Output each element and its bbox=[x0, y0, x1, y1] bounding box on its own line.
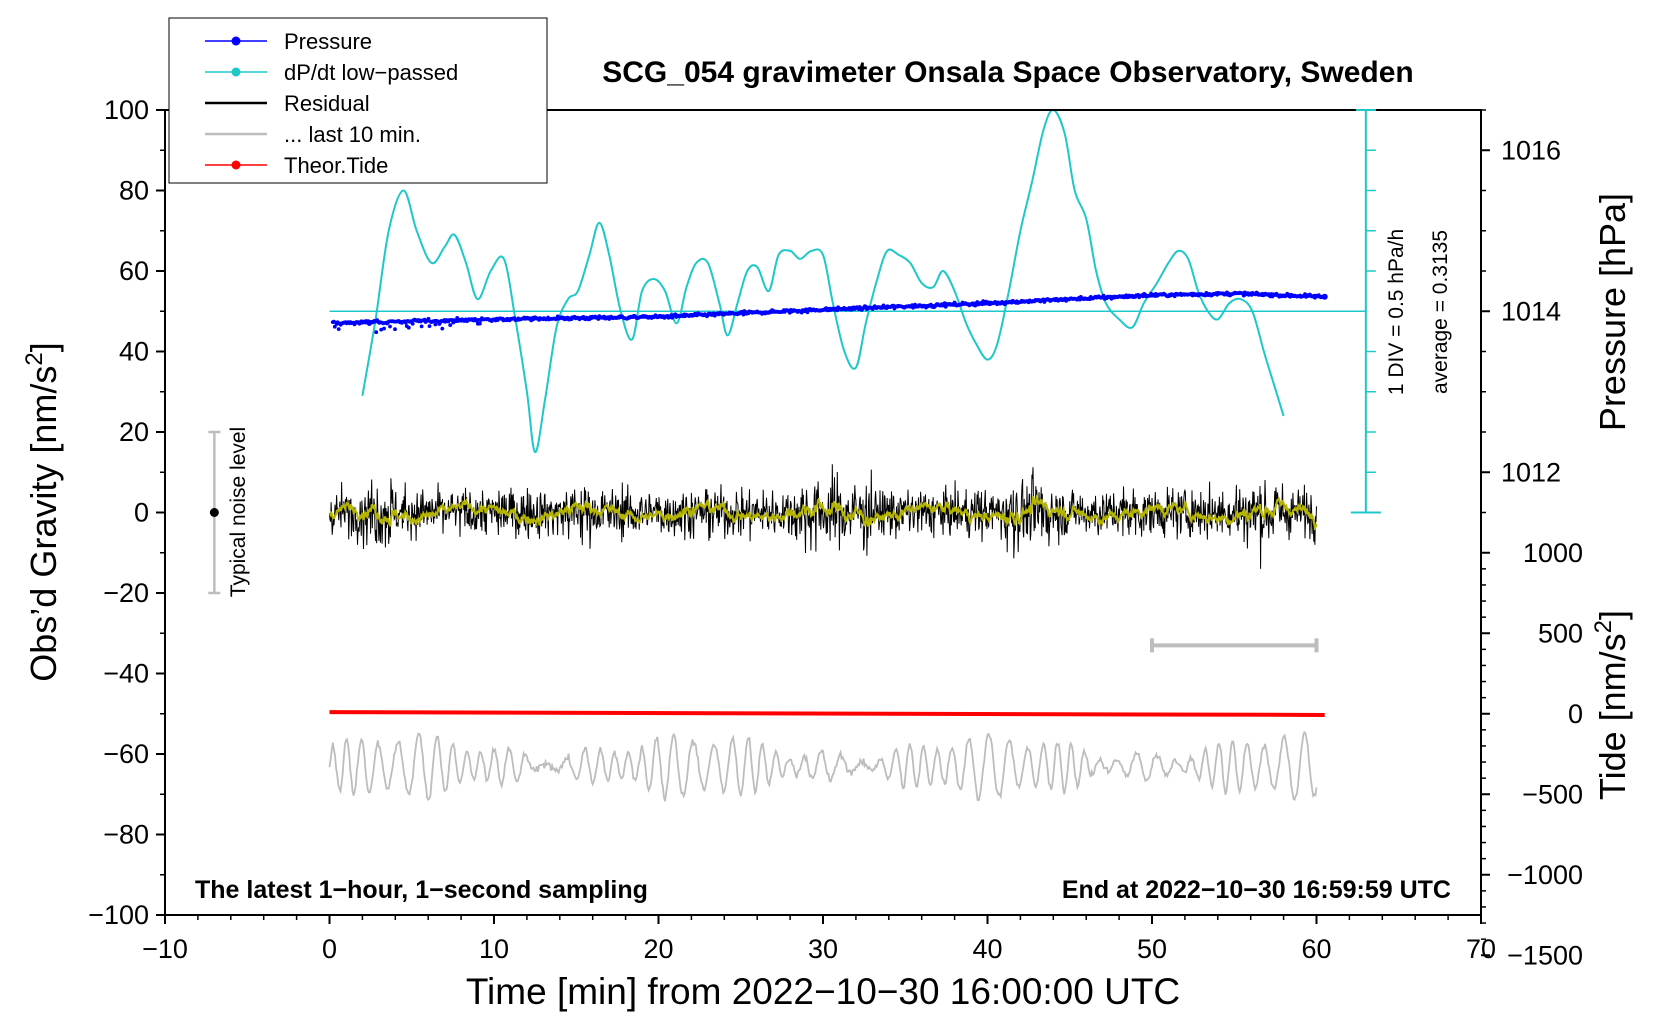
residual-line bbox=[329, 464, 1317, 569]
pressure-dot bbox=[388, 324, 392, 329]
legend-box bbox=[168, 17, 548, 184]
noise-bar-center bbox=[209, 508, 219, 517]
pressure-dot bbox=[433, 322, 438, 327]
y-tick-label: −40 bbox=[103, 659, 149, 689]
legend: Pressure dP/dt low−passed Residual ... last… bbox=[168, 17, 548, 184]
legend-label: Pressure bbox=[284, 29, 372, 54]
tide-tick-label: 1000 bbox=[1523, 538, 1583, 568]
x-tick-label: 0 bbox=[322, 934, 337, 964]
tide-tick-label: −1500 bbox=[1507, 940, 1583, 970]
pressure-dot bbox=[382, 326, 386, 331]
y-tick-label: −60 bbox=[103, 739, 149, 769]
theor-tide-line bbox=[329, 710, 1325, 717]
legend-marker bbox=[231, 36, 241, 46]
pressure-dot bbox=[427, 324, 432, 328]
y-axis-label-pressure: Pressure [hPa] bbox=[1592, 193, 1633, 431]
legend-label: Theor.Tide bbox=[284, 153, 388, 178]
y-tick-label: 40 bbox=[119, 337, 149, 367]
y-axis-label-left-main: Obs’d Gravity [nm/s bbox=[23, 366, 64, 682]
pressure-tick-label: 1014 bbox=[1501, 296, 1561, 326]
x-tick-label: 10 bbox=[479, 934, 509, 964]
legend-label: Residual bbox=[284, 91, 370, 116]
x-tick-label: 60 bbox=[1301, 934, 1331, 964]
x-tick-label: 40 bbox=[972, 934, 1002, 964]
average-label: average = 0.3135 bbox=[1429, 230, 1452, 394]
y-tick-label: −80 bbox=[103, 820, 149, 850]
x-tick-label: 20 bbox=[643, 934, 673, 964]
tide-tick-label: −1000 bbox=[1507, 860, 1583, 890]
y-axis-label-left: Obs’d Gravity [nm/s2] bbox=[21, 342, 64, 681]
pressure-dot bbox=[478, 321, 482, 326]
y-axis-label-left-sup: 2 bbox=[21, 352, 48, 365]
x-axis-label: Time [min] from 2022−10−30 16:00:00 UTC bbox=[466, 971, 1180, 1012]
tide-label-main: Tide [nm/s bbox=[1592, 633, 1633, 800]
pressure-dot bbox=[336, 327, 341, 331]
last-10-min-line bbox=[328, 730, 1318, 802]
div-scale-label: 1 DIV = 0.5 hPa/h bbox=[1385, 229, 1408, 395]
dpdt-lowpassed-line bbox=[361, 110, 1285, 454]
legend-marker bbox=[231, 160, 241, 170]
tide-label-sup: 2 bbox=[1590, 620, 1617, 633]
pressure-tick-label: 1012 bbox=[1501, 457, 1561, 487]
pressure-dot bbox=[374, 330, 379, 335]
legend-label: ... last 10 min. bbox=[284, 122, 421, 147]
end-time-note: End at 2022−10−30 16:59:59 UTC bbox=[1062, 876, 1451, 904]
chart-title: SCG_054 gravimeter Onsala Space Observat… bbox=[602, 56, 1414, 89]
x-tick-label: 30 bbox=[808, 934, 838, 964]
pressure-dot bbox=[426, 316, 431, 321]
series-layer bbox=[328, 110, 1366, 802]
tide-tick-label: −500 bbox=[1522, 779, 1583, 809]
pressure-tick-label: 1016 bbox=[1501, 135, 1561, 165]
sampling-note: The latest 1−hour, 1−second sampling bbox=[195, 876, 648, 904]
pressure-dot bbox=[448, 323, 453, 327]
pressure-dot bbox=[332, 324, 337, 329]
pressure-dot bbox=[379, 327, 384, 332]
pressure-dot bbox=[410, 321, 415, 326]
y-tick-label: −100 bbox=[88, 900, 149, 930]
tide-tick-label: 500 bbox=[1538, 618, 1583, 648]
tide-label-tail: ] bbox=[1592, 610, 1633, 620]
pressure-dots bbox=[330, 290, 1328, 335]
pressure-dot bbox=[419, 324, 424, 329]
noise-level-label: Typical noise level bbox=[227, 427, 250, 597]
y-axis-label-left-tail: ] bbox=[23, 342, 64, 352]
y-axis-label-tide: Tide [nm/s2] bbox=[1590, 610, 1633, 800]
y-tick-label: 20 bbox=[119, 417, 149, 447]
y-tick-label: 0 bbox=[134, 498, 149, 528]
pressure-dot bbox=[440, 326, 445, 331]
residual-smoothed-line bbox=[328, 493, 1318, 532]
x-tick-label: −10 bbox=[142, 934, 188, 964]
y-tick-label: 100 bbox=[104, 95, 149, 125]
y-tick-label: −20 bbox=[103, 578, 149, 608]
tide-tick-label: 0 bbox=[1568, 699, 1583, 729]
pressure-dot bbox=[1321, 293, 1328, 300]
legend-label: dP/dt low−passed bbox=[284, 60, 458, 85]
x-tick-label: 50 bbox=[1137, 934, 1167, 964]
pressure-dot bbox=[393, 327, 397, 332]
axes: −10 0 10 20 30 40 50 60 70100806040200−20−40−60−… bbox=[88, 95, 1583, 970]
y-tick-label: 80 bbox=[119, 176, 149, 206]
pressure-dot bbox=[406, 325, 411, 330]
y-tick-label: 60 bbox=[119, 256, 149, 286]
legend-marker bbox=[231, 67, 241, 77]
annotation-marks bbox=[208, 109, 1381, 653]
